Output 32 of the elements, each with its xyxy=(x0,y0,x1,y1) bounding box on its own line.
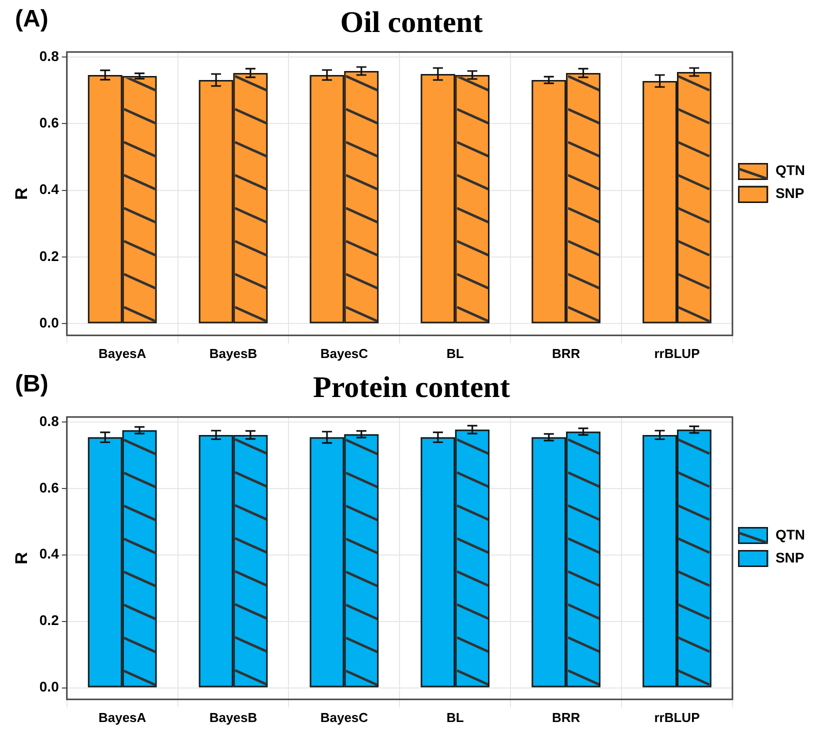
legend-label: SNP xyxy=(775,184,804,201)
y-tick-label: 0.4 xyxy=(39,181,60,198)
y-tick-label: 0.0 xyxy=(39,314,60,331)
x-tick-label: BayesC xyxy=(320,346,369,361)
y-tick-label: 0.8 xyxy=(39,412,60,429)
chart-title: Protein content xyxy=(313,370,510,404)
x-tick-label: rrBLUP xyxy=(654,346,700,361)
x-tick-label: rrBLUP xyxy=(654,710,700,725)
text: (A) xyxy=(15,6,48,33)
x-tick-label: BRR xyxy=(552,710,581,725)
y-tick-label: 0.0 xyxy=(39,678,60,695)
x-tick-label: BayesB xyxy=(209,710,258,725)
y-axis-title: R xyxy=(12,552,31,564)
x-tick-label: BL xyxy=(446,346,464,361)
y-tick-label: 0.6 xyxy=(39,114,60,131)
text: QTN xyxy=(775,162,806,178)
y-tick-label: 0.2 xyxy=(39,612,60,628)
y-tick-label: 0.2 xyxy=(39,248,60,264)
x-tick-label: BayesA xyxy=(98,710,147,725)
y-tick-label: 0.6 xyxy=(39,479,60,496)
y-axis-title: R xyxy=(12,188,31,200)
text: QTN xyxy=(775,526,806,542)
y-tick-label: 0.8 xyxy=(39,48,60,64)
x-tick-label: BayesB xyxy=(209,346,258,361)
x-tick-label: BL xyxy=(446,710,464,725)
text: (B) xyxy=(15,370,48,398)
x-tick-label: BayesA xyxy=(98,346,147,361)
x-tick-label: BayesC xyxy=(320,710,369,725)
legend-label: SNP xyxy=(775,549,804,566)
chart-title: Oil content xyxy=(340,6,483,39)
x-tick-label: BRR xyxy=(552,346,581,361)
y-tick-label: 0.4 xyxy=(39,546,60,562)
